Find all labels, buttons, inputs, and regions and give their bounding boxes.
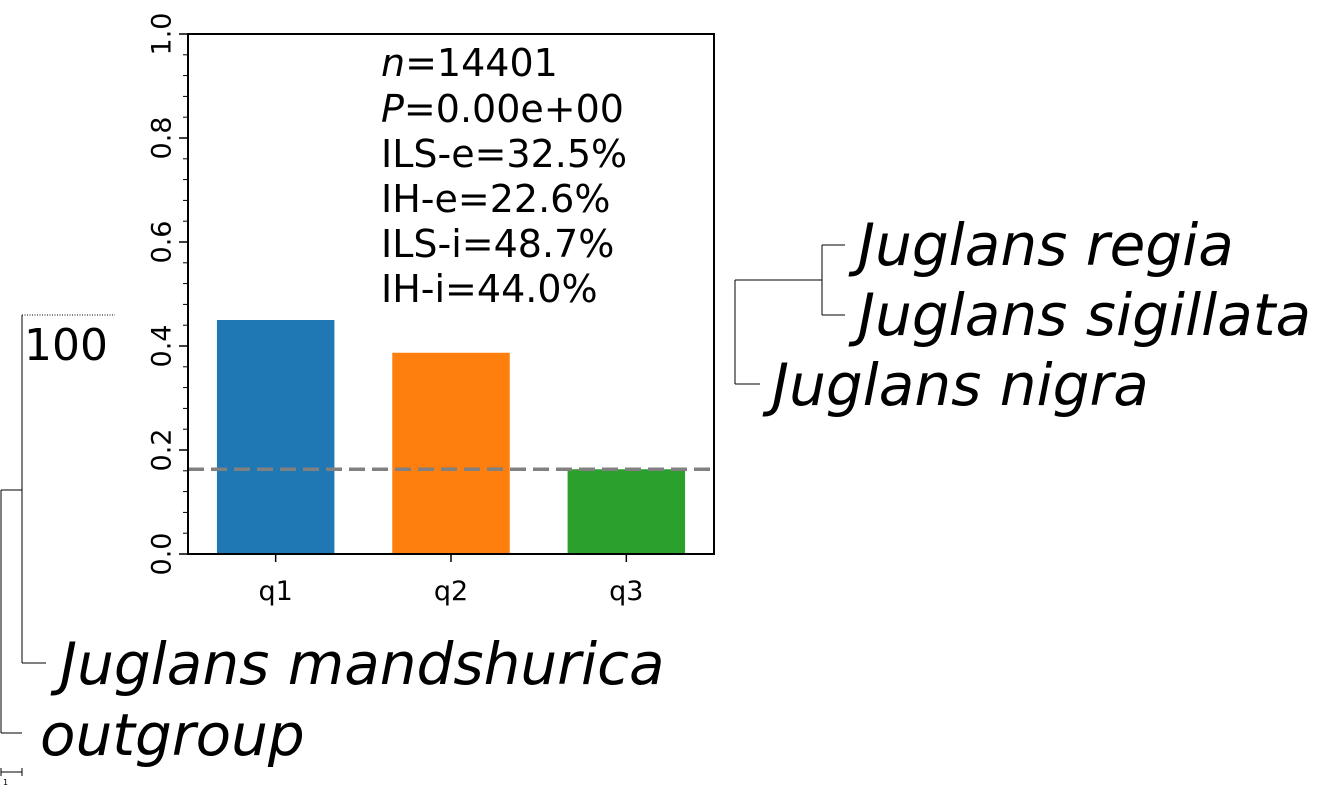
x-tick-label-q3: q3 [609,576,643,607]
y-tick-label-0.0: 0.0 [146,533,177,576]
bar-q3 [567,469,686,554]
taxon-label-nigra: Juglans nigra [762,351,1149,419]
node-support-label: 100 [24,320,108,371]
taxon-label-outgroup: outgroup [40,701,305,769]
y-axis-ticks: 0.0 0.2 0.4 0.6 0.8 1.0 [146,13,188,576]
y-tick-label-0.4: 0.4 [146,325,177,368]
taxon-label-sigillata: Juglans sigillata [848,281,1311,349]
tree [0,244,845,776]
taxon-label-mandshurica: Juglans mandshurica [50,630,665,698]
stat-n-value: =14401 [405,41,558,85]
stat-n: n=14401 [381,41,558,85]
stat-ils-i: ILS-i=48.7% [381,222,614,266]
stat-p-value: =0.00e+00 [404,87,624,131]
stats-annotation: n=14401 P=0.00e+00 ILS-e=32.5% IH-e=22.6… [381,41,627,311]
stat-p-label: P [381,87,404,131]
bar-chart: 0.0 0.2 0.4 0.6 0.8 1.0 q1 q2 q3 n=14401 P=0.00… [146,13,715,607]
y-tick-label-0.2: 0.2 [146,429,177,472]
x-tick-label-q2: q2 [434,576,468,607]
stat-ils-e: ILS-e=32.5% [381,132,627,176]
stat-ih-e: IH-e=22.6% [381,177,610,221]
taxon-label-regia: Juglans regia [848,211,1234,279]
y-tick-label-1.0: 1.0 [146,13,177,56]
stat-n-label: n [381,41,405,85]
bar-q1 [216,320,335,554]
y-tick-label-0.8: 0.8 [146,117,177,160]
x-axis-ticks: q1 q2 q3 [259,554,643,607]
stat-p: P=0.00e+00 [381,87,624,131]
stat-ih-i: IH-i=44.0% [381,267,598,311]
bar-q2 [392,352,510,554]
y-tick-label-0.6: 0.6 [146,221,177,264]
x-tick-label-q1: q1 [259,576,293,607]
tree-scale-label: 1 [3,778,8,787]
bars-group [216,320,686,554]
